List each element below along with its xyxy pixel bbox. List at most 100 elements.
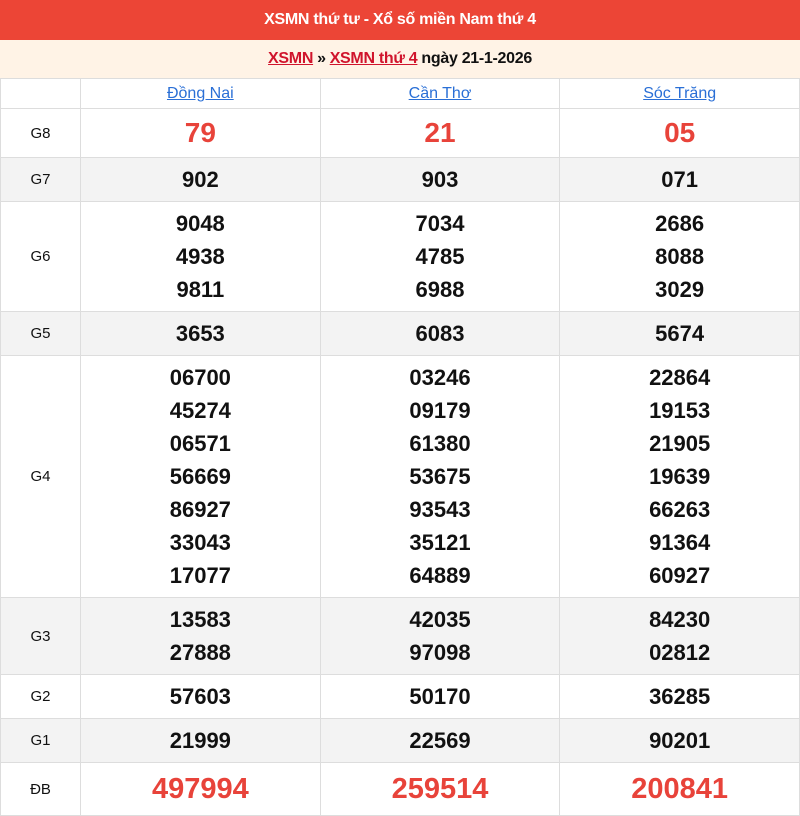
prize-number: 497994 [151,773,249,805]
prize-cell: 902 [80,157,321,202]
prize-cell: 06700 45274 06571 56669 86927 33043 17077 [80,355,321,598]
prize-label: G2 [0,674,81,719]
prize-cell: 79 [80,108,321,158]
prize-number: 50170 [409,684,471,709]
prize-number: 84230 [649,607,711,632]
prize-cell: 22864 19153 21905 19639 66263 91364 60927 [559,355,800,598]
prize-number: 22569 [409,728,471,753]
prize-number: 19639 [649,464,711,489]
prize-number: 05 [664,117,696,148]
prize-cell: 200841 [559,762,800,816]
prize-number: 21999 [169,728,231,753]
prize-number: 45274 [169,398,231,423]
prize-row-g1: G1 21999 22569 90201 [0,718,800,763]
prize-number: 903 [421,167,459,192]
province-link[interactable]: Đồng Nai [166,84,234,102]
province-header: Sóc Trăng [559,78,800,109]
prize-cell: 071 [559,157,800,202]
prize-cell: 21 [319,108,561,158]
prize-number: 9048 [175,211,225,236]
prize-cell: 497994 [80,762,321,816]
prize-number: 97098 [409,640,471,665]
prize-number: 53675 [409,464,471,489]
prize-cell: 903 [319,157,561,202]
prize-number: 91364 [649,530,711,555]
prize-number: 6083 [415,321,465,346]
breadcrumb-separator: » [317,50,326,67]
province-link[interactable]: Cần Thơ [408,84,472,102]
prize-row-g2: G2 57603 50170 36285 [0,674,800,719]
prize-number: 03246 [409,365,471,390]
prize-number: 902 [181,167,219,192]
prize-number: 19153 [649,398,711,423]
prize-cell: 50170 [319,674,561,719]
prize-row-g7: G7 902 903 071 [0,157,800,202]
breadcrumb-xsmn-link[interactable]: XSMN [268,50,314,67]
prize-number: 6988 [415,277,465,302]
province-header: Cần Thơ [319,78,561,109]
prize-row-g4: G4 06700 45274 06571 56669 86927 33043 17077 032… [0,355,800,598]
prize-cell: 5674 [559,311,800,356]
prize-number: 06571 [169,431,231,456]
prize-number: 22864 [649,365,711,390]
prize-cell: 57603 [80,674,321,719]
prize-number: 5674 [655,321,705,346]
prize-number: 9811 [176,277,225,302]
prize-number: 13583 [169,607,231,632]
results-table: Đồng Nai Cần Thơ Sóc Trăng G8 79 21 05 G7 902… [0,78,800,816]
prize-number: 7034 [415,211,465,236]
prize-cell: 3653 [80,311,321,356]
prize-label: G1 [0,718,81,763]
prize-row-g6: G6 9048 4938 9811 7034 4785 6988 2686 8088 3029 [0,201,800,312]
prize-number: 2686 [655,211,705,236]
prize-row-g8: G8 79 21 05 [0,108,800,158]
prize-number: 86927 [169,497,231,522]
province-link[interactable]: Sóc Trăng [643,84,717,102]
breadcrumb-xsmn-thu4-link[interactable]: XSMN thứ 4 [329,50,418,67]
prize-cell: 6083 [319,311,561,356]
province-header-row: Đồng Nai Cần Thơ Sóc Trăng [0,78,800,109]
prize-number: 06700 [169,365,231,390]
prize-cell: 22569 [319,718,561,763]
prize-number: 02812 [649,640,711,665]
prize-number: 17077 [169,563,231,588]
prize-number: 93543 [409,497,471,522]
prize-cell: 90201 [559,718,800,763]
prize-label: ĐB [0,762,81,816]
prize-cell: 9048 4938 9811 [80,201,321,312]
prize-cell: 13583 27888 [80,597,321,675]
prize-label: G5 [0,311,81,356]
prize-cell: 84230 02812 [559,597,800,675]
prize-cell: 259514 [319,762,561,816]
prize-number: 8088 [655,244,705,269]
prize-number: 35121 [409,530,471,555]
prize-label: G6 [0,201,81,312]
prize-number: 4938 [175,244,225,269]
prize-number: 60927 [649,563,711,588]
prize-cell: 42035 97098 [319,597,561,675]
prize-cell: 03246 09179 61380 53675 93543 35121 64889 [319,355,561,598]
prize-cell: 2686 8088 3029 [559,201,800,312]
prize-cell: 05 [559,108,800,158]
prize-number: 66263 [649,497,711,522]
prize-row-g5: G5 3653 6083 5674 [0,311,800,356]
prize-cell: 7034 4785 6988 [319,201,561,312]
prize-number: 90201 [649,728,711,753]
prize-number: 259514 [391,773,489,805]
prize-number: 64889 [409,563,471,588]
prize-number: 200841 [631,773,729,805]
prize-cell: 21999 [80,718,321,763]
prize-label: G7 [0,157,81,202]
prize-label: G3 [0,597,81,675]
breadcrumb-date: ngày 21-1-2026 [421,50,532,67]
prize-cell: 36285 [559,674,800,719]
page-title: XSMN thứ tư - Xổ số miền Nam thứ 4 [0,0,800,40]
prize-number: 42035 [409,607,471,632]
prize-row-g3: G3 13583 27888 42035 97098 84230 02812 [0,597,800,675]
prize-number: 79 [184,117,216,148]
prize-number: 36285 [649,684,711,709]
province-header: Đồng Nai [80,78,321,109]
prize-number: 61380 [409,431,471,456]
prize-number: 3653 [175,321,225,346]
prize-number: 21905 [649,431,711,456]
